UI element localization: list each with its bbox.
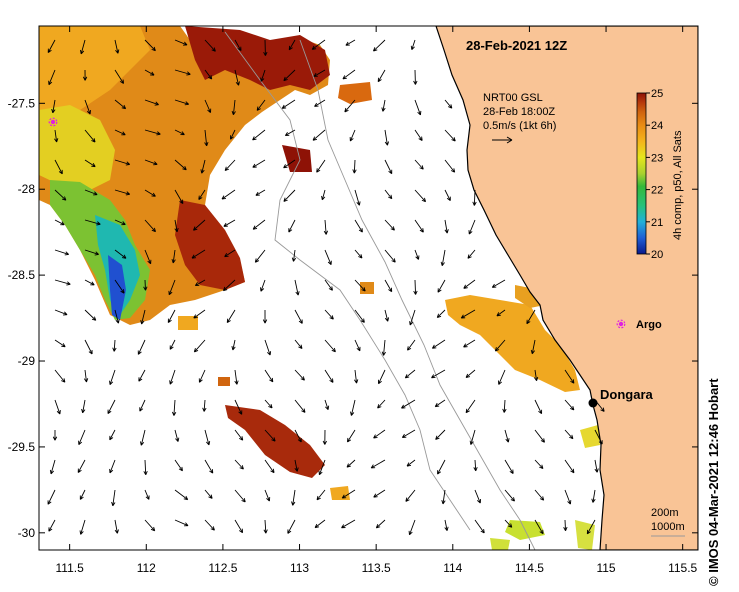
dongara-marker [588, 398, 598, 408]
isobath-1000m [224, 31, 471, 531]
lat-axis: -27.5 -28 -28.5 -29 -29.5 -30 [8, 96, 698, 540]
colorbar-tick-label: 25 [651, 88, 663, 100]
sst-patch-coastal-1 [445, 295, 580, 392]
sst-patch-coastal-5 [575, 520, 595, 550]
map-title: 28-Feb-2021 12Z [466, 38, 567, 53]
colorbar-tick-label: 22 [651, 185, 663, 197]
sst-patch-orange-nw [338, 82, 372, 104]
sst-patches [39, 26, 600, 550]
land-australia [435, 26, 698, 550]
lon-tick-label: 115.5 [668, 561, 697, 575]
depth-legend-1000m: 1000m [651, 521, 685, 533]
place-label-argo: Argo [636, 319, 662, 331]
colorbar-tick-label: 20 [651, 249, 663, 261]
sst-patch-small-1 [360, 282, 374, 294]
sst-patch-red-south [175, 200, 245, 290]
sst-patch-coastal-6 [580, 425, 600, 448]
lon-tick-label: 114.5 [515, 561, 544, 575]
lon-tick-label: 115 [596, 561, 615, 575]
colorbar-label: 4h comp, p50, All Sats [672, 130, 684, 240]
place-label-dongara: Dongara [600, 387, 654, 402]
lon-tick-label: 112.5 [208, 561, 237, 575]
colorbar-tick-label: 23 [651, 152, 663, 164]
colorbar-scale [636, 92, 647, 255]
map-frame [38, 25, 699, 551]
current-vectors [47, 39, 605, 536]
colorbar: 20 21 22 23 24 25 4h comp, p50, All Sats [636, 88, 684, 261]
sst-patch-coastal-4 [490, 538, 510, 550]
lat-tick-label: -28 [18, 182, 36, 196]
colorbar-tick-label: 21 [651, 217, 663, 229]
current-legend-line3: 0.5m/s (1kt 6h) [483, 120, 556, 132]
colorbar-tick-label: 24 [651, 120, 663, 132]
lat-tick-label: -30 [18, 526, 36, 540]
sst-patch-small-4 [330, 486, 350, 500]
sst-patch-small-5 [282, 145, 312, 172]
credit-line: © IMOS 04-Mar-2021 12:46 Hobart [706, 378, 721, 586]
lon-axis: 111.5 112 112.5 113 113.5 114 114.5 115 115.5 [56, 26, 698, 575]
copyright-icon: © [706, 576, 721, 586]
depth-legend-200m: 200m [651, 507, 679, 519]
credit-text: IMOS 04-Mar-2021 12:46 Hobart [706, 378, 721, 573]
current-legend-line1: NRT00 GSL [483, 92, 543, 104]
lon-tick-label: 112 [137, 561, 156, 575]
lon-tick-label: 113.5 [362, 561, 391, 575]
argo-marker-2-icon [48, 117, 58, 127]
lon-tick-label: 111.5 [56, 561, 85, 575]
lat-tick-label: -28.5 [8, 268, 36, 282]
current-legend-line2: 28-Feb 18:00Z [483, 106, 555, 118]
sst-patch-yellow [39, 105, 115, 190]
current-legend: NRT00 GSL 28-Feb 18:00Z 0.5m/s (1kt 6h) [483, 92, 556, 144]
lon-tick-label: 114 [443, 561, 462, 575]
lat-tick-label: -29 [18, 354, 36, 368]
lat-tick-label: -27.5 [8, 96, 36, 110]
sst-patch-blue [108, 255, 126, 320]
argo-marker-icon [616, 319, 626, 329]
lat-tick-label: -29.5 [8, 440, 36, 454]
sst-patch-small-2 [178, 316, 198, 330]
lon-tick-label: 113 [290, 561, 309, 575]
sst-patch-small-3 [218, 377, 230, 386]
depth-legend: 200m 1000m [651, 507, 685, 537]
